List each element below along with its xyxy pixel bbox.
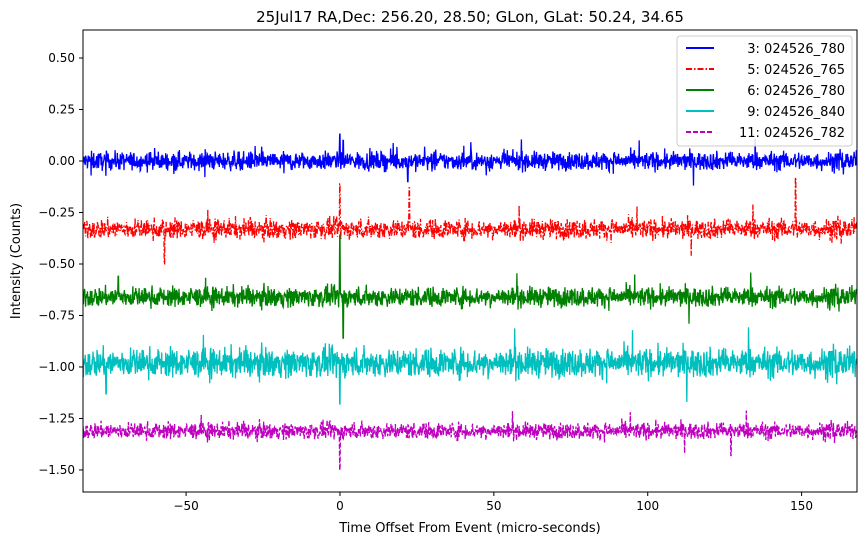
legend-entry: 5: 024526_765 xyxy=(747,63,845,78)
legend-entry: 3: 024526_780 xyxy=(747,42,845,57)
y-tick-label: −1.50 xyxy=(38,463,75,477)
y-tick-label: −0.50 xyxy=(38,257,75,271)
series-line-2 xyxy=(83,176,857,265)
series-line-1 xyxy=(83,133,857,186)
y-axis-label: Intensity (Counts) xyxy=(9,203,24,319)
y-tick-label: 0.50 xyxy=(48,51,75,65)
x-tick-label: 100 xyxy=(636,499,659,513)
series-line-5 xyxy=(83,410,857,471)
y-tick-label: −1.00 xyxy=(38,360,75,374)
legend-entry: 11: 024526_782 xyxy=(739,126,845,141)
legend-entry: 9: 024526_840 xyxy=(747,105,845,120)
y-tick-label: −0.75 xyxy=(38,308,75,322)
x-tick-label: 0 xyxy=(336,499,344,513)
chart-title: 25Jul17 RA,Dec: 256.20, 28.50; GLon, GLa… xyxy=(256,8,684,26)
y-tick-label: −1.25 xyxy=(38,411,75,425)
y-tick-label: −0.25 xyxy=(38,205,75,219)
series-line-4 xyxy=(83,327,857,405)
legend-entry: 6: 024526_780 xyxy=(747,84,845,99)
x-axis-label: Time Offset From Event (micro-seconds) xyxy=(338,521,601,536)
legend: 3: 024526_780 5: 024526_765 6: 024526_780 9… xyxy=(676,35,853,147)
y-tick-label: 0.25 xyxy=(48,103,75,117)
x-tick-label: 150 xyxy=(790,499,813,513)
y-tick-label: 0.00 xyxy=(48,154,75,168)
x-tick-label: 50 xyxy=(486,499,501,513)
legend-box xyxy=(676,35,853,147)
plot-frame xyxy=(82,29,858,493)
x-tick-label: −50 xyxy=(173,499,198,513)
series-line-3 xyxy=(83,234,857,339)
